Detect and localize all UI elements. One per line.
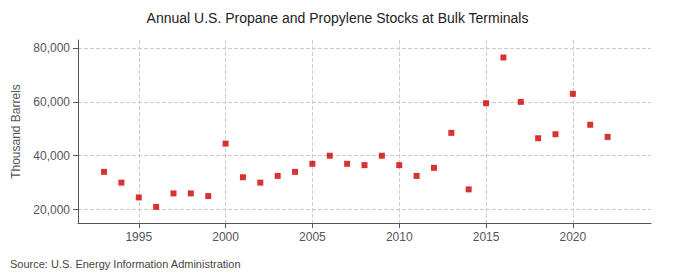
svg-text:Thousand Barrels: Thousand Barrels bbox=[9, 84, 23, 179]
svg-text:2010: 2010 bbox=[386, 230, 413, 244]
svg-text:2015: 2015 bbox=[473, 230, 500, 244]
svg-text:2005: 2005 bbox=[299, 230, 326, 244]
svg-text:80,000: 80,000 bbox=[33, 41, 70, 55]
svg-text:2020: 2020 bbox=[560, 230, 587, 244]
svg-text:40,000: 40,000 bbox=[33, 149, 70, 163]
svg-text:Annual U.S. Propane and Propyl: Annual U.S. Propane and Propylene Stocks… bbox=[147, 10, 529, 26]
svg-text:Source: U.S. Energy Informatio: Source: U.S. Energy Information Administ… bbox=[10, 258, 241, 270]
svg-text:1995: 1995 bbox=[125, 230, 152, 244]
svg-text:20,000: 20,000 bbox=[33, 203, 70, 217]
svg-text:60,000: 60,000 bbox=[33, 95, 70, 109]
svg-text:2000: 2000 bbox=[212, 230, 239, 244]
